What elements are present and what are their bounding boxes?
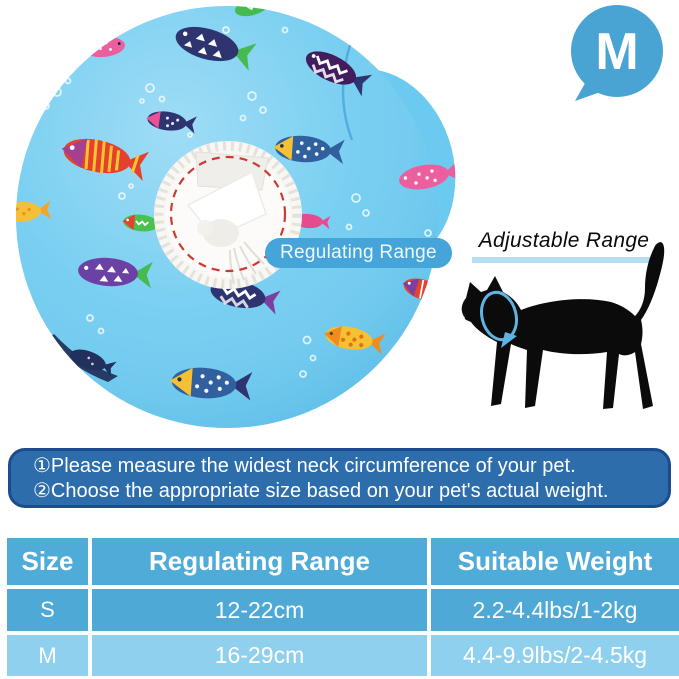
regulating-range-dashed-circle	[169, 155, 287, 273]
fish-icon	[168, 365, 253, 401]
cat-silhouette	[461, 242, 665, 409]
cell-size-s: S	[7, 589, 88, 631]
cell-range-m: 16-29cm	[92, 635, 427, 676]
instruction-line-2: ②Choose the appropriate size based on yo…	[33, 480, 609, 502]
fish-icon	[67, 345, 117, 378]
badge-letter: M	[595, 23, 638, 81]
cell-weight-s: 2.2-4.4lbs/1-2kg	[431, 589, 679, 631]
fish-icon	[272, 133, 345, 165]
fish-icon	[300, 44, 373, 97]
fish-icon	[16, 200, 52, 224]
adjustable-range-label: Adjustable Range	[478, 229, 650, 252]
instruction-box: ①Please measure the widest neck circumfe…	[8, 448, 671, 508]
fish-icon	[232, 6, 282, 21]
column-header-size: Size	[7, 538, 88, 585]
fish-icon	[322, 322, 386, 355]
column-header-regulating-range: Regulating Range	[92, 538, 427, 585]
fish-icon	[171, 20, 257, 71]
drawstring-tassel	[229, 241, 265, 285]
size-table: Size Regulating Range Suitable Weight S …	[7, 538, 679, 676]
column-header-suitable-weight: Suitable Weight	[431, 538, 679, 585]
instruction-line-1: ①Please measure the widest neck circumfe…	[33, 455, 576, 477]
regulating-range-label: Regulating Range	[265, 238, 452, 268]
fish-icon	[58, 133, 150, 182]
fish-icon	[121, 212, 168, 234]
cell-range-s: 12-22cm	[92, 589, 427, 631]
size-badge: M	[571, 5, 663, 101]
collar-product-image	[16, 6, 462, 428]
fish-icon	[77, 255, 153, 289]
cat-body	[461, 242, 665, 409]
fish-icon	[397, 159, 462, 194]
fish-icon	[145, 109, 197, 134]
cell-size-m: M	[7, 635, 88, 676]
adjustable-range-underline	[472, 257, 652, 263]
neck-ring-arrowhead	[501, 332, 517, 348]
cell-weight-m: 4.4-9.9lbs/2-4.5kg	[431, 635, 679, 676]
fold-crease	[341, 44, 354, 141]
